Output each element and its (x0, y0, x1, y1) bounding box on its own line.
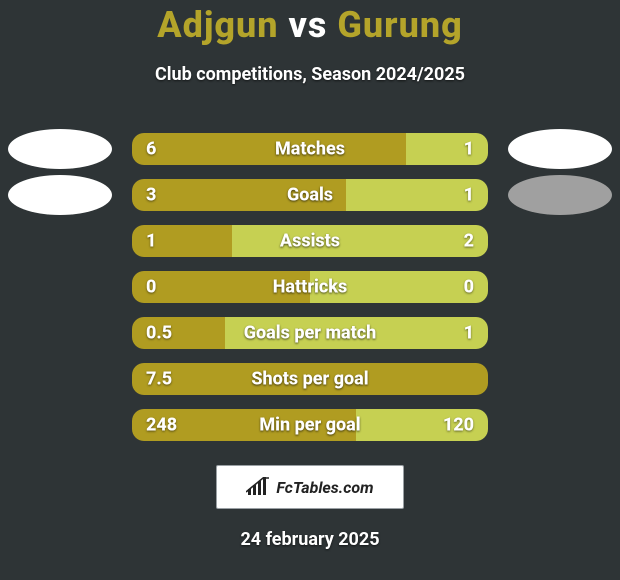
player-photo-right (508, 175, 612, 215)
stat-row: 12Assists (0, 225, 620, 257)
title-player2: Gurung (337, 4, 462, 46)
stat-bar-left (132, 363, 488, 395)
stat-bar-left (132, 133, 406, 165)
stat-value-left: 1 (146, 231, 156, 252)
subtitle: Club competitions, Season 2024/2025 (0, 64, 620, 85)
stat-value-left: 248 (146, 415, 177, 436)
stat-value-left: 0.5 (146, 323, 172, 344)
stat-bar-right (225, 317, 488, 349)
comparison-infographic: Adjgun vs Gurung Club competitions, Seas… (0, 0, 620, 580)
chart-icon (246, 477, 270, 497)
stat-value-left: 3 (146, 185, 156, 206)
source-badge: FcTables.com (216, 465, 404, 509)
stat-row: 61Matches (0, 133, 620, 165)
stat-bar: 7.5Shots per goal (132, 363, 488, 395)
stat-bar-right (232, 225, 488, 257)
stat-bar: 248120Min per goal (132, 409, 488, 441)
stat-row: 31Goals (0, 179, 620, 211)
stat-row: 7.5Shots per goal (0, 363, 620, 395)
stat-row: 00Hattricks (0, 271, 620, 303)
stat-bar: 12Assists (132, 225, 488, 257)
stat-value-left: 6 (146, 139, 156, 160)
title-player1: Adjgun (157, 4, 278, 46)
stat-value-right: 2 (464, 231, 474, 252)
stat-value-right: 0 (464, 277, 474, 298)
title-vs: vs (289, 4, 328, 46)
page-title: Adjgun vs Gurung (0, 4, 620, 46)
stat-value-right: 1 (464, 139, 474, 160)
stat-value-left: 7.5 (146, 369, 172, 390)
stat-value-right: 120 (443, 415, 474, 436)
stat-bar-left (132, 271, 310, 303)
stats-block: 61Matches31Goals12Assists00Hattricks0.51… (0, 133, 620, 441)
stat-value-right: 1 (464, 185, 474, 206)
stat-bar-right (310, 271, 488, 303)
stat-bar-left (132, 179, 346, 211)
stat-bar: 0.51Goals per match (132, 317, 488, 349)
date-label: 24 february 2025 (0, 529, 620, 550)
player-photo-right (508, 129, 612, 169)
stat-row: 248120Min per goal (0, 409, 620, 441)
stat-value-left: 0 (146, 277, 156, 298)
stat-bar: 61Matches (132, 133, 488, 165)
stat-value-right: 1 (464, 323, 474, 344)
player-photo-left (8, 129, 112, 169)
stat-bar-right (406, 133, 488, 165)
source-badge-text: FcTables.com (276, 478, 373, 497)
stat-bar: 00Hattricks (132, 271, 488, 303)
stat-row: 0.51Goals per match (0, 317, 620, 349)
stat-bar: 31Goals (132, 179, 488, 211)
player-photo-left (8, 175, 112, 215)
